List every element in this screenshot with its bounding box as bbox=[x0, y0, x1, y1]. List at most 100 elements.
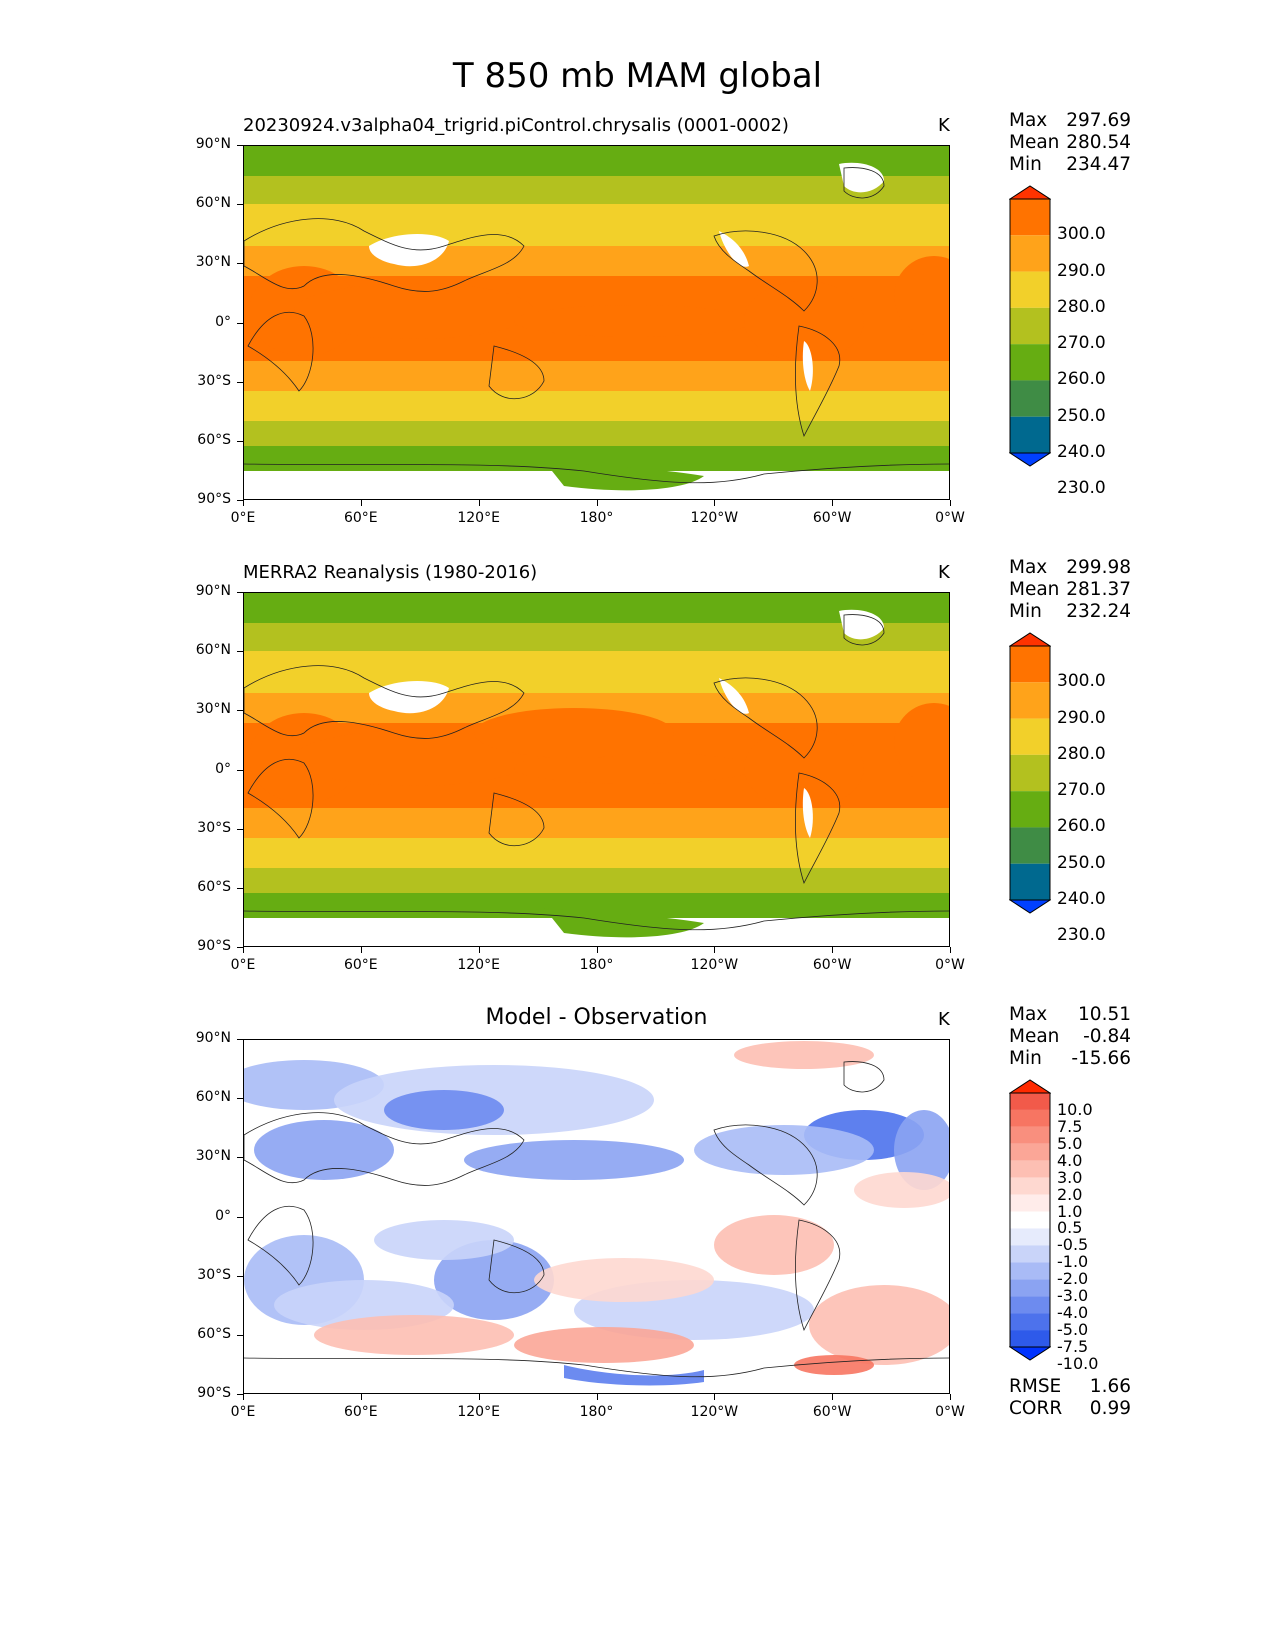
metric-value: 0.99 bbox=[1089, 1398, 1131, 1419]
panel-title: MERRA2 Reanalysis (1980-2016) bbox=[243, 562, 538, 583]
stat-row: Min -15.66 bbox=[1009, 1048, 1131, 1070]
lat-tick-label: 30°S bbox=[197, 372, 231, 389]
panel-units: K bbox=[938, 1009, 950, 1030]
colorbar-tick-label: 0.5 bbox=[1057, 1218, 1083, 1238]
stat-label: Max bbox=[1009, 557, 1048, 578]
lat-tick-mark bbox=[237, 263, 243, 265]
lat-tick-mark bbox=[237, 651, 243, 653]
map-plot bbox=[243, 1039, 950, 1394]
lat-tick-label: 30°S bbox=[197, 1266, 231, 1283]
colorbar-tick-label: -0.5 bbox=[1057, 1235, 1089, 1255]
stat-label: Mean bbox=[1009, 1026, 1060, 1047]
lon-tick-mark bbox=[478, 500, 480, 506]
colorbar-tick-label: 250.0 bbox=[1057, 405, 1106, 426]
stat-value: 280.54 bbox=[1066, 132, 1131, 153]
map-plot bbox=[243, 145, 950, 500]
stat-label: Mean bbox=[1009, 132, 1060, 153]
lon-tick-mark bbox=[360, 1394, 362, 1400]
stat-label: Max bbox=[1009, 1004, 1048, 1025]
colorbar-tick-label: 1.0 bbox=[1057, 1201, 1083, 1221]
metric-label: RMSE bbox=[1009, 1376, 1062, 1397]
colorbar bbox=[1008, 1079, 1052, 1361]
lat-tick-mark bbox=[237, 145, 243, 146]
colorbar-tick-label: 260.0 bbox=[1057, 816, 1106, 837]
stat-value: 299.98 bbox=[1066, 557, 1131, 578]
colorbar-tick-label: 300.0 bbox=[1057, 671, 1106, 692]
lat-tick-mark bbox=[237, 887, 243, 889]
lon-tick-label: 120°E bbox=[457, 957, 500, 973]
lon-tick-mark bbox=[360, 500, 362, 506]
lon-tick-label: 0°E bbox=[230, 1404, 256, 1420]
stat-row: Mean 281.37 bbox=[1009, 579, 1131, 601]
stat-value: 234.47 bbox=[1066, 154, 1131, 175]
lat-tick-mark bbox=[237, 710, 243, 712]
stat-label: Min bbox=[1009, 1048, 1042, 1069]
lon-tick-label: 180° bbox=[579, 957, 614, 973]
colorbar-tick-label: -10.0 bbox=[1057, 1353, 1099, 1373]
lon-tick-mark bbox=[596, 1394, 598, 1400]
lat-tick-label: 90°N bbox=[195, 1030, 231, 1046]
panel-stats: Max 299.98 Mean 281.37 Min 232.24 bbox=[1009, 557, 1131, 623]
lat-tick-mark bbox=[237, 500, 243, 501]
lon-tick-label: 0°W bbox=[935, 957, 965, 973]
lat-tick-mark bbox=[237, 1216, 243, 1218]
lon-tick-label: 60°W bbox=[812, 957, 852, 973]
lon-tick-mark bbox=[596, 947, 598, 953]
lat-tick-label: 60°S bbox=[197, 1325, 231, 1342]
colorbar bbox=[1008, 632, 1052, 914]
colorbar-tick-label: 270.0 bbox=[1057, 333, 1106, 354]
lon-tick-mark bbox=[243, 500, 244, 506]
lon-tick-label: 0°E bbox=[230, 957, 256, 973]
lon-tick-label: 0°E bbox=[230, 510, 256, 526]
lon-tick-label: 60°W bbox=[812, 1404, 852, 1420]
lat-tick-label: 60°N bbox=[195, 642, 231, 659]
lat-tick-label: 60°N bbox=[195, 1089, 231, 1106]
colorbar-tick-label: 240.0 bbox=[1057, 889, 1106, 909]
colorbar-tick-label: 4.0 bbox=[1057, 1150, 1083, 1170]
lat-tick-label: 90°N bbox=[195, 136, 231, 152]
lon-tick-mark bbox=[832, 1394, 834, 1400]
lon-tick-mark bbox=[714, 947, 716, 953]
colorbar-tick-label: 10.0 bbox=[1057, 1099, 1093, 1119]
lat-tick-label: 90°S bbox=[197, 938, 231, 954]
lat-tick-mark bbox=[237, 1157, 243, 1159]
metric-row: RMSE 1.66 bbox=[1009, 1376, 1131, 1398]
lat-tick-label: 90°N bbox=[195, 583, 231, 599]
panel-units: K bbox=[938, 562, 950, 583]
lat-tick-label: 60°S bbox=[197, 431, 231, 448]
panel-metrics: RMSE 1.66 CORR 0.99 bbox=[1009, 1376, 1131, 1420]
stat-row: Max 299.98 bbox=[1009, 557, 1131, 579]
stat-label: Mean bbox=[1009, 579, 1060, 600]
panel-stats: Max 10.51 Mean -0.84 Min -15.66 bbox=[1009, 1004, 1131, 1070]
colorbar-tick-label: 270.0 bbox=[1057, 780, 1106, 801]
stat-value: 281.37 bbox=[1066, 579, 1131, 600]
lon-tick-label: 120°E bbox=[457, 510, 500, 526]
colorbar bbox=[1008, 185, 1052, 467]
lon-tick-mark bbox=[950, 947, 951, 953]
stat-label: Min bbox=[1009, 601, 1042, 622]
lat-tick-mark bbox=[237, 322, 243, 324]
colorbar-tick-label: 240.0 bbox=[1057, 442, 1106, 462]
lat-tick-mark bbox=[237, 1098, 243, 1100]
lat-tick-mark bbox=[237, 1275, 243, 1277]
lon-tick-label: 60°E bbox=[343, 957, 378, 973]
colorbar-tick-label: 3.0 bbox=[1057, 1167, 1083, 1187]
panel-stats: Max 297.69 Mean 280.54 Min 234.47 bbox=[1009, 110, 1131, 176]
colorbar-tick-label: 280.0 bbox=[1057, 296, 1106, 317]
colorbar-tick-label: -2.0 bbox=[1057, 1269, 1089, 1289]
lon-tick-mark bbox=[478, 947, 480, 953]
lat-tick-label: 90°S bbox=[197, 1385, 231, 1401]
lat-tick-mark bbox=[237, 1394, 243, 1395]
lon-tick-label: 60°W bbox=[812, 510, 852, 526]
lat-tick-label: 30°N bbox=[195, 254, 231, 271]
stat-value: 10.51 bbox=[1078, 1004, 1131, 1025]
lat-tick-label: 30°N bbox=[195, 701, 231, 718]
lon-tick-mark bbox=[714, 1394, 716, 1400]
lon-tick-mark bbox=[832, 500, 834, 506]
lat-tick-label: 30°S bbox=[197, 819, 231, 836]
stat-value: 297.69 bbox=[1066, 110, 1131, 131]
lon-tick-label: 120°E bbox=[457, 1404, 500, 1420]
lat-tick-mark bbox=[237, 592, 243, 593]
stat-row: Min 232.24 bbox=[1009, 601, 1131, 623]
lon-tick-mark bbox=[243, 947, 244, 953]
